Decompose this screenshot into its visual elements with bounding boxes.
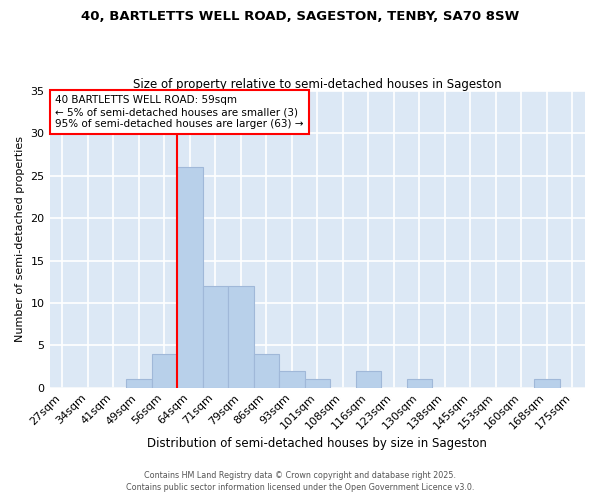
Title: Size of property relative to semi-detached houses in Sageston: Size of property relative to semi-detach… <box>133 78 502 91</box>
Bar <box>254 354 279 388</box>
Bar <box>177 168 203 388</box>
Bar <box>534 380 560 388</box>
Bar <box>305 380 330 388</box>
Bar <box>407 380 432 388</box>
Bar <box>126 380 152 388</box>
Bar <box>228 286 254 388</box>
Text: 40, BARTLETTS WELL ROAD, SAGESTON, TENBY, SA70 8SW: 40, BARTLETTS WELL ROAD, SAGESTON, TENBY… <box>81 10 519 23</box>
Text: 40 BARTLETTS WELL ROAD: 59sqm
← 5% of semi-detached houses are smaller (3)
95% o: 40 BARTLETTS WELL ROAD: 59sqm ← 5% of se… <box>55 96 304 128</box>
Bar <box>356 371 381 388</box>
Text: Contains HM Land Registry data © Crown copyright and database right 2025.
Contai: Contains HM Land Registry data © Crown c… <box>126 471 474 492</box>
Bar <box>152 354 177 388</box>
Bar <box>203 286 228 388</box>
X-axis label: Distribution of semi-detached houses by size in Sageston: Distribution of semi-detached houses by … <box>148 437 487 450</box>
Y-axis label: Number of semi-detached properties: Number of semi-detached properties <box>15 136 25 342</box>
Bar <box>279 371 305 388</box>
